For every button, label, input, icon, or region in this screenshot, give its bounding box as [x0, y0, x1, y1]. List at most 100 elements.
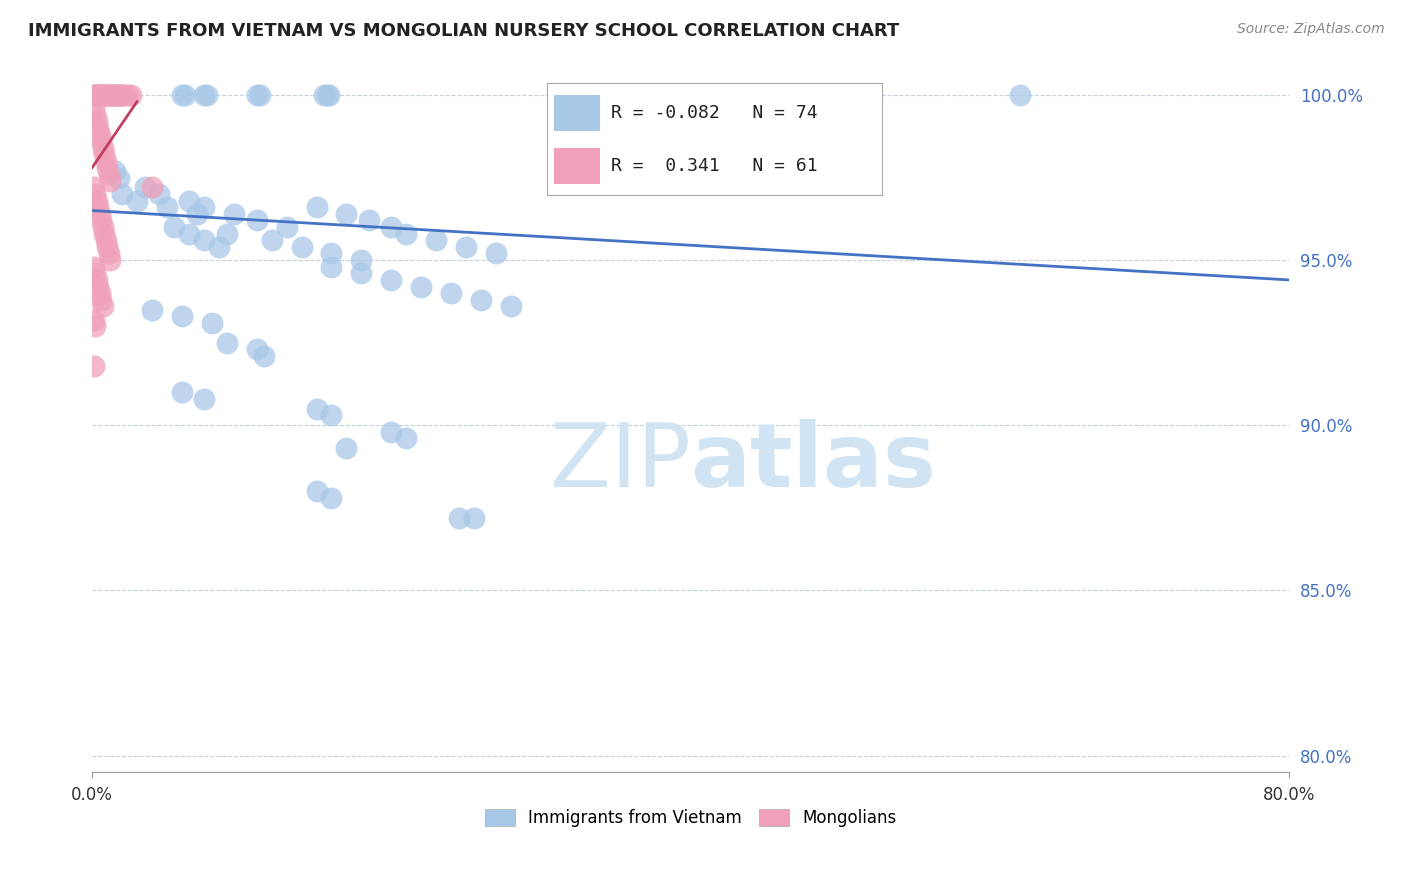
- Point: [84, 187, 107, 202]
- Point: [174, 87, 197, 102]
- Point: [84, 266, 107, 280]
- Point: [456, 240, 478, 254]
- Point: [89, 87, 111, 102]
- Point: [148, 187, 170, 202]
- Point: [87, 87, 110, 102]
- Point: [87, 120, 110, 135]
- Point: [96, 87, 118, 102]
- Point: [208, 240, 231, 254]
- Point: [246, 213, 269, 227]
- Legend: Immigrants from Vietnam, Mongolians: Immigrants from Vietnam, Mongolians: [478, 803, 903, 834]
- Point: [170, 385, 193, 400]
- Point: [179, 227, 201, 241]
- Point: [98, 174, 121, 188]
- Text: atlas: atlas: [690, 419, 936, 506]
- Point: [83, 87, 105, 102]
- Point: [104, 87, 127, 102]
- Point: [193, 392, 215, 406]
- Text: Source: ZipAtlas.com: Source: ZipAtlas.com: [1237, 22, 1385, 37]
- Point: [440, 286, 463, 301]
- Point: [83, 180, 105, 194]
- Point: [193, 87, 215, 102]
- Point: [108, 87, 131, 102]
- Point: [96, 240, 118, 254]
- Point: [86, 273, 108, 287]
- Point: [94, 87, 117, 102]
- Point: [335, 207, 357, 221]
- Point: [195, 87, 218, 102]
- Point: [321, 491, 343, 505]
- Point: [120, 87, 142, 102]
- Point: [395, 227, 418, 241]
- Point: [97, 167, 120, 181]
- Point: [201, 316, 224, 330]
- Point: [321, 409, 343, 423]
- Point: [105, 87, 128, 102]
- Point: [91, 220, 114, 235]
- Point: [98, 87, 121, 102]
- Point: [447, 510, 470, 524]
- Point: [380, 273, 402, 287]
- Point: [91, 299, 114, 313]
- Point: [83, 312, 105, 326]
- Point: [215, 335, 238, 350]
- Point: [114, 87, 136, 102]
- Point: [89, 87, 111, 102]
- Point: [101, 87, 124, 102]
- Point: [395, 432, 418, 446]
- Point: [312, 87, 335, 102]
- Point: [141, 180, 163, 194]
- Point: [318, 87, 340, 102]
- Point: [463, 510, 485, 524]
- Point: [87, 87, 110, 102]
- Point: [90, 87, 112, 102]
- Point: [93, 147, 115, 161]
- Point: [86, 194, 108, 208]
- Point: [98, 87, 121, 102]
- Point: [350, 266, 373, 280]
- Point: [84, 87, 107, 102]
- Point: [305, 401, 328, 416]
- Point: [305, 484, 328, 499]
- Point: [97, 87, 120, 102]
- Point: [470, 293, 492, 307]
- Point: [84, 87, 107, 102]
- Text: ZIP: ZIP: [550, 419, 690, 506]
- Point: [380, 220, 402, 235]
- Point: [104, 164, 127, 178]
- Point: [108, 87, 131, 102]
- Point: [305, 200, 328, 214]
- Point: [107, 87, 129, 102]
- Point: [141, 302, 163, 317]
- Point: [94, 87, 117, 102]
- Point: [83, 260, 105, 274]
- Point: [246, 343, 269, 357]
- Point: [84, 108, 107, 122]
- Point: [321, 246, 343, 260]
- Point: [90, 213, 112, 227]
- Point: [84, 319, 107, 334]
- Point: [83, 359, 105, 373]
- Point: [1008, 87, 1031, 102]
- Point: [93, 227, 115, 241]
- Point: [260, 233, 283, 247]
- Point: [193, 233, 215, 247]
- Point: [90, 293, 112, 307]
- Point: [246, 87, 269, 102]
- Point: [91, 87, 114, 102]
- Point: [111, 187, 134, 202]
- Point: [253, 349, 276, 363]
- Point: [499, 299, 522, 313]
- Point: [357, 213, 380, 227]
- Point: [91, 87, 114, 102]
- Point: [411, 279, 433, 293]
- Point: [98, 253, 121, 268]
- Point: [380, 425, 402, 439]
- Point: [186, 207, 208, 221]
- Point: [90, 134, 112, 148]
- Point: [100, 87, 122, 102]
- Point: [89, 128, 111, 142]
- Point: [111, 87, 134, 102]
- Point: [134, 180, 156, 194]
- Point: [335, 442, 357, 456]
